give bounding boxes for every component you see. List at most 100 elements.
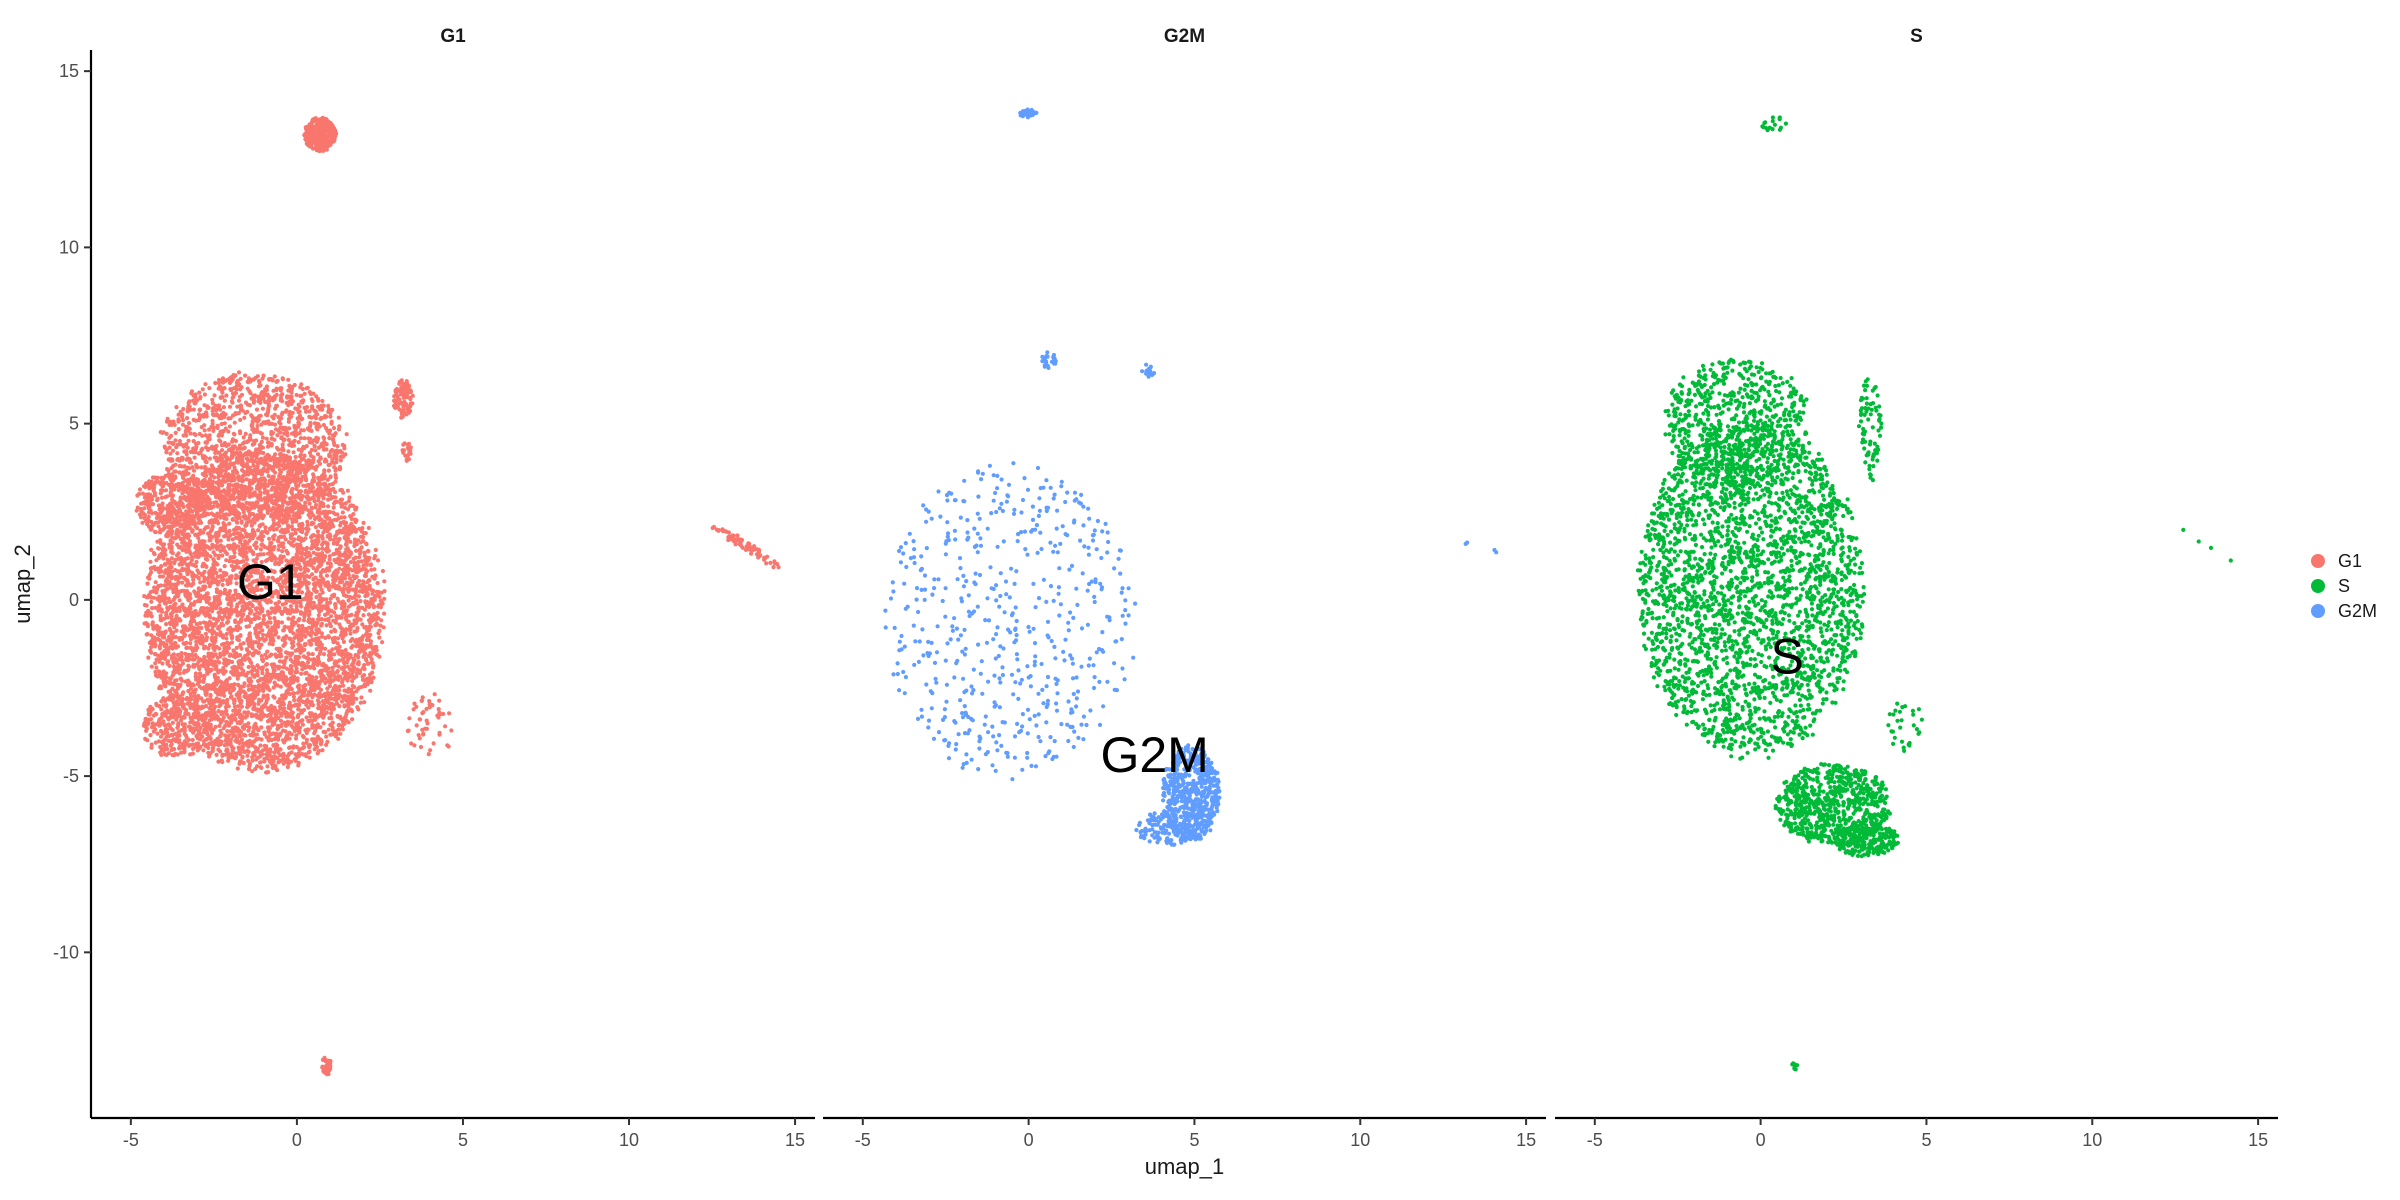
data-point xyxy=(319,597,325,603)
data-point xyxy=(266,612,271,617)
data-point xyxy=(196,611,202,616)
data-point xyxy=(304,655,309,661)
data-point xyxy=(235,766,240,771)
data-point xyxy=(207,574,212,580)
data-point xyxy=(240,754,245,760)
data-point xyxy=(254,540,259,545)
data-point xyxy=(333,674,338,680)
data-point xyxy=(187,633,193,639)
data-point xyxy=(278,747,283,752)
data-point xyxy=(366,661,371,666)
data-point xyxy=(149,650,154,655)
data-point xyxy=(321,578,326,584)
data-point xyxy=(321,703,326,708)
data-point xyxy=(236,704,241,709)
data-point xyxy=(258,476,263,481)
data-point xyxy=(225,650,230,655)
data-point xyxy=(262,730,267,735)
data-point xyxy=(265,624,270,629)
data-point xyxy=(206,595,211,600)
data-point xyxy=(319,642,324,647)
data-point xyxy=(337,622,342,627)
data-point xyxy=(355,569,360,575)
data-point xyxy=(354,583,359,589)
data-point xyxy=(216,759,221,764)
data-point xyxy=(206,608,211,614)
data-point xyxy=(289,617,294,622)
data-point xyxy=(171,652,176,657)
data-point xyxy=(349,503,354,508)
data-point xyxy=(346,686,351,692)
data-point xyxy=(171,630,176,635)
data-point xyxy=(335,596,340,601)
data-point xyxy=(294,519,299,524)
data-point xyxy=(362,700,367,705)
data-point xyxy=(294,733,299,738)
data-point xyxy=(304,547,309,552)
data-point xyxy=(153,580,158,585)
data-point xyxy=(336,516,341,521)
data-point xyxy=(312,687,317,692)
data-point xyxy=(272,750,277,755)
data-point xyxy=(241,733,246,738)
data-point xyxy=(369,567,374,572)
data-point xyxy=(341,587,346,592)
data-point xyxy=(162,551,167,556)
data-point xyxy=(163,596,168,601)
data-point xyxy=(325,566,330,571)
data-point xyxy=(221,635,226,640)
data-point xyxy=(325,541,330,546)
data-point xyxy=(345,507,351,512)
data-point xyxy=(237,548,242,553)
data-point xyxy=(186,655,191,660)
data-point xyxy=(158,541,163,546)
data-point xyxy=(335,688,340,693)
data-point xyxy=(283,641,288,646)
data-point xyxy=(273,632,278,637)
data-point xyxy=(325,534,330,539)
data-point xyxy=(353,540,358,545)
data-point xyxy=(372,576,377,581)
data-point xyxy=(373,547,378,553)
data-point xyxy=(219,758,224,763)
data-point xyxy=(254,668,259,673)
data-point xyxy=(332,635,338,641)
data-point xyxy=(326,504,331,509)
data-point xyxy=(365,628,370,633)
data-point xyxy=(286,714,292,719)
data-point xyxy=(263,679,268,684)
data-point xyxy=(259,587,264,592)
data-point xyxy=(314,567,319,572)
data-point xyxy=(314,675,319,680)
data-point xyxy=(367,583,372,588)
data-point xyxy=(341,639,346,645)
data-point xyxy=(349,602,354,607)
data-point xyxy=(318,605,324,610)
data-point xyxy=(174,616,179,621)
data-point xyxy=(346,704,351,709)
data-point xyxy=(231,672,236,677)
data-point xyxy=(227,521,232,526)
data-point xyxy=(301,537,306,543)
data-point xyxy=(316,533,321,538)
data-point xyxy=(300,718,305,723)
data-point xyxy=(215,546,220,552)
data-point xyxy=(276,737,281,742)
data-point xyxy=(300,667,305,672)
data-point xyxy=(325,600,330,605)
data-point xyxy=(204,599,209,604)
data-point xyxy=(337,658,342,663)
data-point xyxy=(254,614,259,620)
data-point xyxy=(358,551,363,556)
data-point xyxy=(152,585,157,590)
data-point xyxy=(348,631,353,636)
data-point xyxy=(288,637,293,642)
data-point xyxy=(358,648,363,653)
data-point xyxy=(282,679,287,684)
data-point xyxy=(215,655,220,660)
data-point xyxy=(202,674,207,679)
data-point xyxy=(198,640,203,646)
data-point xyxy=(341,666,346,671)
data-point xyxy=(282,740,287,745)
